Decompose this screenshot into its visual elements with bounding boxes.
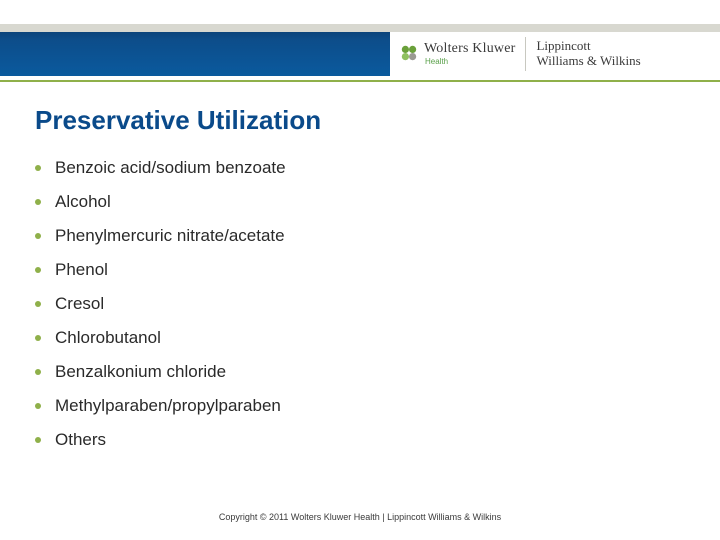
list-item: Phenylmercuric nitrate/acetate [35, 226, 685, 246]
bullet-icon [35, 199, 41, 205]
bullet-text: Others [55, 430, 106, 450]
lww-line2: Williams & Wilkins [536, 54, 640, 69]
wk-brand-sub: Health [425, 58, 515, 66]
bullet-text: Methylparaben/propylparaben [55, 396, 281, 416]
list-item: Others [35, 430, 685, 450]
list-item: Cresol [35, 294, 685, 314]
slide-content: Preservative Utilization Benzoic acid/so… [35, 105, 685, 464]
list-item: Methylparaben/propylparaben [35, 396, 685, 416]
bullet-list: Benzoic acid/sodium benzoate Alcohol Phe… [35, 158, 685, 450]
accent-line [0, 80, 720, 82]
wolters-kluwer-logo: Wolters Kluwer Health [400, 42, 515, 66]
list-item: Benzoic acid/sodium benzoate [35, 158, 685, 178]
bullet-text: Benzalkonium chloride [55, 362, 226, 382]
bullet-text: Benzoic acid/sodium benzoate [55, 158, 286, 178]
list-item: Chlorobutanol [35, 328, 685, 348]
bullet-text: Phenylmercuric nitrate/acetate [55, 226, 285, 246]
bullet-icon [35, 233, 41, 239]
bullet-icon [35, 165, 41, 171]
bullet-icon [35, 267, 41, 273]
bullet-icon [35, 403, 41, 409]
lww-line1: Lippincott [536, 39, 640, 54]
wk-clover-icon [400, 44, 418, 62]
bullet-text: Chlorobutanol [55, 328, 161, 348]
copyright-footer: Copyright © 2011 Wolters Kluwer Health |… [0, 512, 720, 522]
list-item: Phenol [35, 260, 685, 280]
bullet-icon [35, 369, 41, 375]
bullet-text: Alcohol [55, 192, 111, 212]
list-item: Alcohol [35, 192, 685, 212]
bullet-text: Phenol [55, 260, 108, 280]
list-item: Benzalkonium chloride [35, 362, 685, 382]
bullet-icon [35, 437, 41, 443]
header-top-strip [0, 24, 720, 32]
slide-title: Preservative Utilization [35, 105, 685, 136]
lww-logo: Lippincott Williams & Wilkins [536, 39, 640, 69]
bullet-icon [35, 335, 41, 341]
logo-panel: Wolters Kluwer Health Lippincott William… [390, 32, 720, 76]
bullet-icon [35, 301, 41, 307]
wk-brand-name: Wolters Kluwer [424, 42, 515, 56]
bullet-text: Cresol [55, 294, 104, 314]
logo-divider [525, 37, 526, 71]
